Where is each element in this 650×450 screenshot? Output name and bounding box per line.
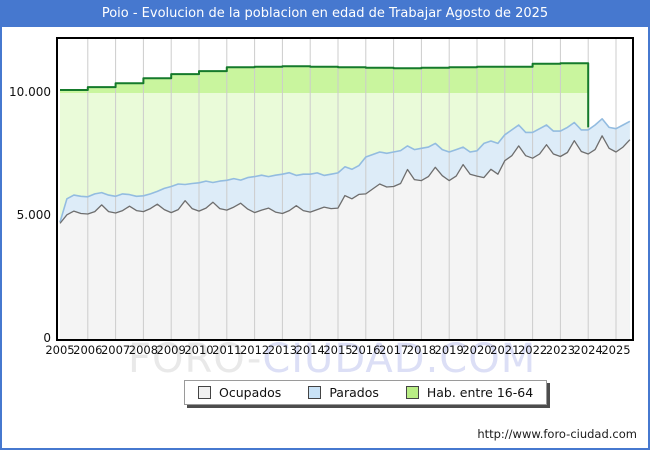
- page-title: Poio - Evolucion de la poblacion en edad…: [2, 2, 648, 27]
- legend-label: Ocupados: [219, 385, 282, 400]
- x-tick-label: 2010: [184, 343, 214, 357]
- legend-label: Parados: [329, 385, 379, 400]
- watermark: FORO-CIUDAD.COM: [128, 336, 536, 382]
- plot-area: [56, 37, 634, 341]
- y-tick-label: 5.000: [16, 208, 51, 222]
- x-tick-label: 2012: [239, 343, 270, 357]
- x-tick-label: 2005: [45, 343, 75, 357]
- source-url: http://www.foro-ciudad.com: [477, 427, 637, 441]
- y-tick-label: 0: [43, 331, 51, 345]
- y-tick-label: 10.000: [9, 85, 51, 99]
- x-tick-label: 2015: [323, 343, 353, 357]
- watermark-part2: CIUDAD.COM: [262, 336, 537, 382]
- legend-item: Hab. entre 16-64: [405, 385, 534, 400]
- legend-label: Hab. entre 16-64: [426, 385, 534, 400]
- x-tick-label: 2014: [295, 343, 325, 357]
- legend-swatch-icon: [405, 386, 419, 399]
- legend-item: Parados: [308, 385, 379, 400]
- legend-swatch-icon: [198, 386, 211, 399]
- legend-swatch-icon: [308, 386, 322, 399]
- x-tick-label: 2024: [573, 343, 603, 357]
- population-area-chart: [59, 39, 631, 339]
- x-tick-label: 2008: [128, 343, 159, 357]
- x-tick-label: 2023: [545, 343, 576, 357]
- legend-item: Ocupados: [198, 385, 281, 400]
- watermark-part1: FORO-: [128, 336, 263, 382]
- x-tick-label: 2011: [212, 343, 242, 357]
- legend: Ocupados Parados Hab. entre 16-64: [184, 380, 548, 405]
- x-tick-label: 2018: [406, 343, 437, 357]
- x-tick-label: 2016: [351, 343, 381, 357]
- x-tick-label: 2007: [100, 343, 131, 357]
- x-tick-label: 2025: [601, 343, 631, 357]
- x-tick-label: 2009: [156, 343, 186, 357]
- x-tick-label: 2019: [434, 343, 464, 357]
- x-tick-label: 2006: [73, 343, 103, 357]
- x-tick-label: 2017: [378, 343, 409, 357]
- x-tick-label: 2021: [490, 343, 520, 357]
- x-tick-label: 2013: [267, 343, 298, 357]
- x-tick-label: 2022: [517, 343, 548, 357]
- x-tick-label: 2020: [462, 343, 492, 357]
